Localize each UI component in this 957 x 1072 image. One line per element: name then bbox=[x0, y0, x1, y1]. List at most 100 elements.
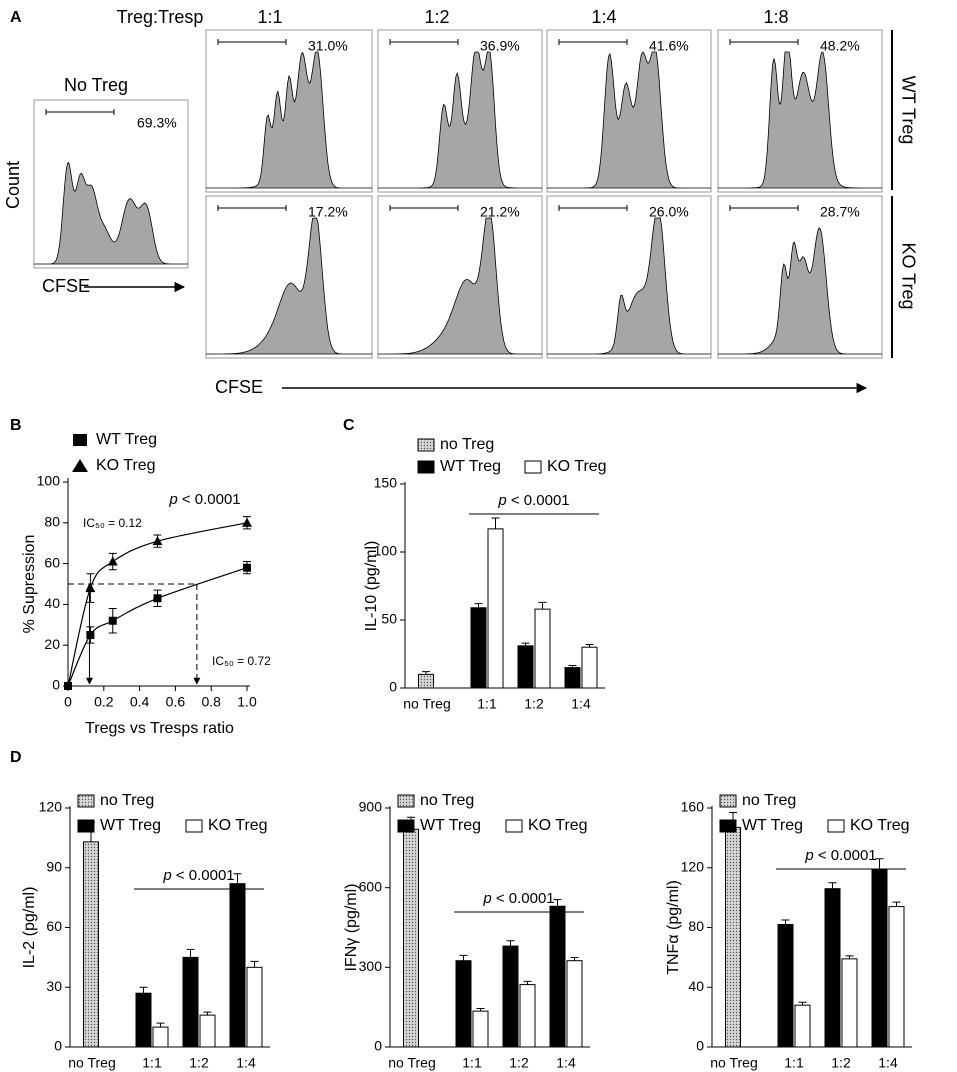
bar bbox=[534, 608, 551, 689]
y-tick-label: 0 bbox=[54, 1038, 62, 1054]
error-bar bbox=[538, 601, 547, 610]
y-tick-label: 0 bbox=[52, 677, 60, 693]
legend-marker bbox=[524, 460, 542, 474]
histogram bbox=[34, 161, 188, 265]
p-value: p < 0.0001 bbox=[497, 492, 569, 509]
percent-label: 69.3% bbox=[137, 115, 177, 131]
gate bbox=[45, 109, 115, 115]
legend-label: KO Treg bbox=[547, 458, 607, 475]
percent-label: 41.6% bbox=[649, 38, 689, 54]
bar bbox=[403, 828, 419, 1048]
y-tick-label: 120 bbox=[681, 858, 705, 874]
x-tick-label: no Treg bbox=[388, 1055, 435, 1071]
histogram bbox=[547, 217, 711, 355]
error-bar bbox=[459, 954, 468, 961]
bar bbox=[517, 645, 534, 689]
histogram-frame bbox=[377, 29, 543, 193]
legend-label: KO Treg bbox=[850, 817, 910, 834]
bar bbox=[564, 667, 581, 689]
percent-label: 17.2% bbox=[308, 204, 348, 220]
gate bbox=[389, 205, 459, 211]
legend-label: KO Treg bbox=[208, 817, 268, 834]
y-tick-label: 160 bbox=[681, 799, 705, 815]
x-label-small: CFSE bbox=[42, 276, 90, 296]
bar bbox=[794, 1004, 811, 1048]
y-tick-label: 30 bbox=[46, 978, 62, 994]
y-label: TNFα (pg/ml) bbox=[665, 880, 682, 975]
x-tick-label: 1:2 bbox=[509, 1055, 529, 1071]
gate bbox=[217, 205, 287, 211]
bar bbox=[472, 1010, 489, 1048]
panel-label: D bbox=[10, 749, 22, 766]
bar bbox=[182, 956, 199, 1048]
histogram-frame bbox=[205, 29, 373, 193]
point bbox=[243, 563, 251, 572]
legend-marker bbox=[719, 819, 737, 833]
y-tick-label: 100 bbox=[374, 543, 398, 559]
error-bar bbox=[491, 517, 500, 529]
histogram bbox=[547, 51, 711, 189]
legend-label: WT Treg bbox=[440, 458, 501, 475]
gate bbox=[389, 39, 459, 45]
bar bbox=[519, 984, 536, 1048]
header: Treg:Tresp bbox=[117, 7, 204, 27]
histogram bbox=[718, 51, 882, 189]
histogram bbox=[206, 51, 372, 189]
legend-marker bbox=[185, 819, 203, 833]
point bbox=[242, 517, 252, 527]
point bbox=[108, 616, 117, 625]
histogram-frame bbox=[377, 195, 543, 359]
x-tick-label: 1:2 bbox=[831, 1055, 851, 1071]
point bbox=[86, 631, 95, 639]
error-bar bbox=[186, 948, 195, 958]
legend-marker bbox=[719, 794, 737, 808]
error-bar bbox=[250, 960, 259, 968]
bar bbox=[152, 1026, 169, 1048]
gate bbox=[558, 39, 628, 45]
point bbox=[85, 583, 96, 593]
legend-label: no Treg bbox=[742, 792, 796, 809]
error-bar bbox=[139, 986, 148, 994]
y-tick-label: 80 bbox=[44, 514, 60, 530]
ic50-label: IC₅₀ = 0.12 bbox=[83, 516, 142, 530]
error-bar bbox=[506, 940, 515, 947]
bar bbox=[725, 826, 741, 1048]
x-tick-label: 1.0 bbox=[237, 694, 257, 710]
bar bbox=[871, 868, 888, 1048]
y-tick-label: 60 bbox=[44, 554, 60, 570]
percent-label: 21.2% bbox=[480, 204, 520, 220]
percent-label: 26.0% bbox=[649, 204, 689, 220]
legend-marker bbox=[73, 434, 87, 446]
x-tick-label: no Treg bbox=[710, 1055, 757, 1071]
bar bbox=[888, 906, 905, 1048]
x-tick-label: 0.4 bbox=[130, 694, 150, 710]
legend-marker bbox=[417, 460, 435, 474]
x-label: Tregs vs Tresps ratio bbox=[85, 720, 234, 737]
x-tick-label: 1:1 bbox=[784, 1055, 804, 1071]
bar bbox=[581, 646, 598, 689]
error-bar bbox=[474, 603, 483, 608]
fit-curve bbox=[67, 567, 248, 687]
x-tick-label: no Treg bbox=[68, 1055, 115, 1071]
y-tick-label: 300 bbox=[359, 958, 383, 974]
bar bbox=[135, 992, 152, 1048]
x-tick-label: 1:4 bbox=[571, 696, 591, 712]
y-tick-label: 150 bbox=[374, 475, 398, 491]
error-bar bbox=[570, 957, 579, 961]
gate bbox=[729, 39, 799, 45]
bar bbox=[487, 528, 504, 689]
y-tick-label: 40 bbox=[688, 978, 704, 994]
y-label: IL-10 (pg/ml) bbox=[363, 541, 380, 632]
ratio-label: 1:4 bbox=[591, 7, 616, 27]
legend-label: KO Treg bbox=[528, 817, 588, 834]
histogram bbox=[378, 51, 542, 189]
ratio-label: 1:2 bbox=[424, 7, 449, 27]
percent-label: 48.2% bbox=[820, 38, 860, 54]
ic50-label: IC₅₀ = 0.72 bbox=[212, 654, 271, 668]
point bbox=[153, 594, 162, 603]
panel-label: A bbox=[10, 9, 22, 26]
error-bar bbox=[156, 1022, 165, 1028]
bar bbox=[824, 888, 841, 1048]
x-tick-label: 0.6 bbox=[166, 694, 186, 710]
